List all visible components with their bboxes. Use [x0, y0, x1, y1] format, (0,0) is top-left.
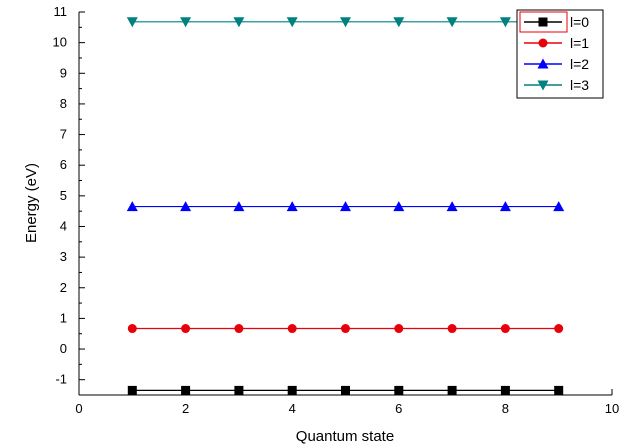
data-point — [447, 324, 457, 334]
x-tick-label: 4 — [289, 401, 296, 416]
data-point — [127, 324, 137, 334]
y-tick-label: 9 — [60, 65, 67, 80]
data-point — [340, 17, 351, 28]
data-point — [127, 385, 137, 395]
y-tick-label: 0 — [60, 341, 67, 356]
data-point — [341, 324, 350, 334]
data-point — [500, 324, 510, 334]
y-tick-label: 7 — [60, 127, 67, 142]
data-point — [234, 324, 244, 334]
data-point — [180, 201, 192, 212]
series-layer — [126, 17, 565, 395]
data-point — [181, 324, 191, 334]
x-tick-label: 10 — [605, 401, 619, 416]
data-point — [553, 201, 565, 212]
data-point — [446, 201, 458, 212]
x-tick-label: 6 — [395, 401, 402, 416]
data-point — [537, 58, 549, 69]
y-tick-label: 5 — [60, 188, 67, 203]
data-point — [126, 201, 138, 212]
data-point — [286, 17, 298, 28]
legend-item: l=0 — [524, 14, 589, 30]
legend-label: l=1 — [570, 35, 589, 51]
series-l-1 — [127, 324, 564, 334]
data-point — [341, 385, 350, 395]
y-tick-label: -1 — [55, 372, 67, 387]
legend-item: l=3 — [524, 77, 589, 93]
data-point — [394, 385, 404, 395]
y-tick-label: 4 — [60, 218, 67, 233]
y-tick-label: 1 — [60, 310, 67, 325]
data-point — [286, 201, 298, 212]
y-tick-label: 8 — [60, 96, 67, 111]
x-tick-label: 0 — [75, 401, 82, 416]
legend-highlight — [519, 11, 568, 33]
data-point — [500, 385, 510, 395]
y-axis-title: Energy (eV) — [23, 163, 40, 243]
data-point — [554, 385, 564, 395]
data-point — [287, 385, 297, 395]
y-tick-label: 10 — [53, 35, 67, 50]
series-l-0 — [127, 385, 564, 395]
data-point — [554, 324, 564, 334]
data-point — [538, 38, 548, 48]
y-tick-label: 11 — [54, 4, 68, 19]
x-axis-title: Quantum state — [296, 428, 394, 445]
data-point — [393, 17, 405, 28]
data-point — [180, 17, 192, 28]
data-point — [394, 324, 404, 334]
series-l-3 — [126, 17, 565, 28]
data-point — [126, 17, 138, 28]
legend-label: l=2 — [570, 56, 589, 72]
y-tick-label: 3 — [60, 249, 67, 264]
x-tick-label: 8 — [502, 401, 509, 416]
data-point — [537, 80, 549, 91]
series-l-2 — [126, 201, 565, 212]
data-point — [499, 201, 511, 212]
data-point — [233, 201, 245, 212]
data-point — [340, 201, 351, 212]
y-tick-label: 2 — [60, 280, 67, 295]
data-point — [446, 17, 458, 28]
x-tick-label: 2 — [182, 401, 189, 416]
legend: l=0 l=1 l=2 l=3 — [516, 9, 604, 99]
data-point — [538, 17, 548, 27]
legend-label: l=0 — [570, 14, 589, 30]
data-point — [499, 17, 511, 28]
y-tick-label: 6 — [60, 157, 67, 172]
legend-label: l=3 — [570, 77, 589, 93]
legend-item: l=2 — [524, 56, 589, 72]
data-point — [447, 385, 457, 395]
legend-item: l=1 — [524, 35, 589, 51]
data-point — [393, 201, 405, 212]
legend-box — [516, 9, 604, 99]
data-point — [287, 324, 297, 334]
data-point — [181, 385, 191, 395]
data-point — [233, 17, 245, 28]
data-point — [234, 385, 244, 395]
y-axis-ticks: -1 0 1 2 3 4 5 6 7 8 9 10 11 — [53, 4, 85, 387]
